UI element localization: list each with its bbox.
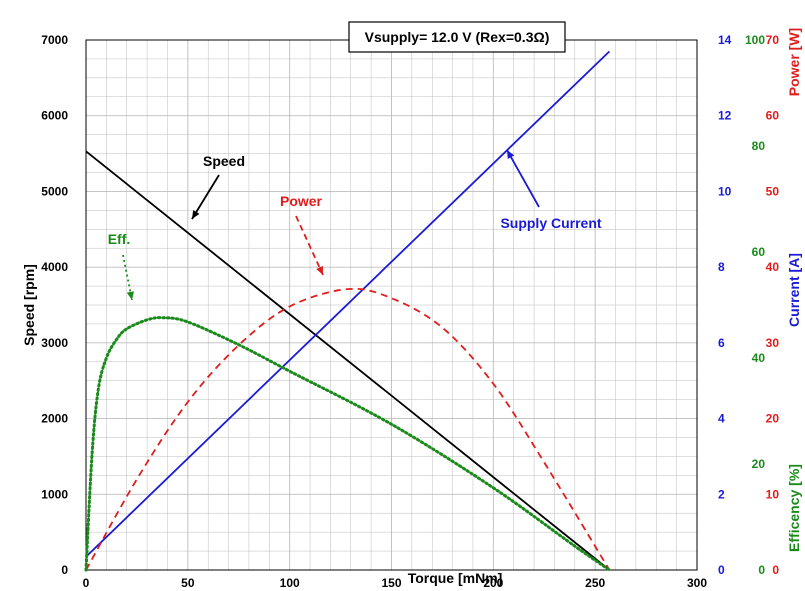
y-tick-label-current: 14 bbox=[718, 33, 732, 47]
y-tick-label-speed: 2000 bbox=[41, 412, 68, 426]
series-supply-current-line bbox=[85, 50, 611, 558]
title-frame bbox=[348, 21, 566, 53]
eff-arrow-head bbox=[126, 291, 134, 300]
y-axis-label-speed: Speed [rpm] bbox=[21, 264, 37, 346]
power-arrow-head bbox=[316, 266, 323, 275]
y-tick-label-efficiency: 0 bbox=[758, 563, 765, 577]
annotation-eff: Eff. bbox=[108, 231, 131, 247]
y-tick-label-power: 60 bbox=[766, 109, 780, 123]
annotation-arrows bbox=[122, 149, 540, 301]
y-tick-label-speed: 6000 bbox=[41, 109, 68, 123]
x-tick-label: 0 bbox=[83, 576, 90, 590]
series-layer bbox=[84, 50, 611, 572]
y-tick-label-power: 20 bbox=[766, 412, 780, 426]
y-tick-label-efficiency: 80 bbox=[752, 139, 766, 153]
y-tick-label-current: 10 bbox=[718, 184, 732, 198]
y-tick-label-power: 40 bbox=[766, 260, 780, 274]
supply-current-arrow-head bbox=[507, 150, 515, 159]
y-axis-label-efficiency: Efficency [%] bbox=[786, 464, 802, 552]
y-tick-label-current: 12 bbox=[718, 109, 732, 123]
y-tick-label-current: 6 bbox=[718, 336, 725, 350]
y-tick-label-speed: 3000 bbox=[41, 336, 68, 350]
chart-title-box: Vsupply= 12.0 V (Rex=0.3Ω) bbox=[348, 21, 566, 53]
speed-arrow-head bbox=[192, 210, 200, 219]
x-axis-label: Torque [mNm] bbox=[408, 570, 503, 586]
y-axis-label-power: Power [W] bbox=[786, 28, 802, 96]
x-tick-label: 200 bbox=[483, 576, 503, 590]
y-tick-label-speed: 1000 bbox=[41, 487, 68, 501]
x-tick-label: 50 bbox=[181, 576, 195, 590]
series-eff-line bbox=[84, 316, 611, 572]
y-tick-label-efficiency: 40 bbox=[752, 351, 766, 365]
y-tick-label-speed: 7000 bbox=[41, 33, 68, 47]
y-tick-label-efficiency: 60 bbox=[752, 245, 766, 259]
power-arrow bbox=[295, 215, 324, 276]
y-tick-label-current: 4 bbox=[718, 412, 725, 426]
y-tick-label-speed: 5000 bbox=[41, 184, 68, 198]
y-tick-label-power: 50 bbox=[766, 184, 780, 198]
speed-arrow bbox=[191, 174, 220, 220]
x-tick-label: 150 bbox=[381, 576, 401, 590]
y-tick-label-current: 0 bbox=[718, 563, 725, 577]
y-tick-label-efficiency: 20 bbox=[752, 457, 766, 471]
annotation-power: Power bbox=[280, 193, 323, 209]
y-tick-label-current: 8 bbox=[718, 260, 725, 274]
annotation-speed: Speed bbox=[203, 153, 245, 169]
series-speed-line bbox=[85, 150, 610, 571]
y-tick-label-power: 30 bbox=[766, 336, 780, 350]
y-tick-label-efficiency: 100 bbox=[745, 33, 765, 47]
y-tick-label-power: 10 bbox=[766, 487, 780, 501]
annotation-supply-current: Supply Current bbox=[500, 215, 601, 231]
x-tick-label: 100 bbox=[280, 576, 300, 590]
y-tick-label-speed: 0 bbox=[61, 563, 68, 577]
y-tick-label-speed: 4000 bbox=[41, 260, 68, 274]
y-axis-label-current: Current [A] bbox=[786, 253, 802, 327]
y-tick-label-current: 2 bbox=[718, 487, 725, 501]
y-tick-label-power: 70 bbox=[766, 33, 780, 47]
chart-title: Vsupply= 12.0 V (Rex=0.3Ω) bbox=[365, 29, 550, 45]
tick-labels: 0 50 100 150 200 250 3000100020003000400050006… bbox=[41, 33, 779, 590]
series-power-line bbox=[85, 287, 611, 571]
supply-current-arrow bbox=[506, 149, 540, 208]
x-tick-label: 250 bbox=[585, 576, 605, 590]
x-tick-label: 300 bbox=[687, 576, 707, 590]
y-tick-label-power: 0 bbox=[772, 563, 779, 577]
